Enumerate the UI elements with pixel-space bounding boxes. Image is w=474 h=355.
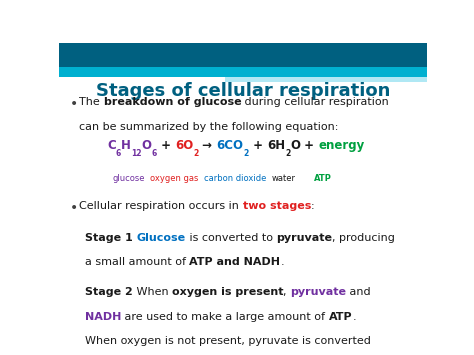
- Text: O: O: [141, 139, 151, 152]
- Text: during cellular respiration: during cellular respiration: [241, 97, 389, 107]
- Text: 6O: 6O: [175, 139, 193, 152]
- Text: NADH: NADH: [85, 312, 121, 322]
- Text: ,: ,: [283, 287, 291, 297]
- Text: :: :: [311, 201, 315, 211]
- Text: glucose: glucose: [112, 174, 145, 183]
- Text: energy: energy: [318, 139, 365, 152]
- Text: •: •: [70, 201, 79, 215]
- Text: 2: 2: [193, 149, 198, 158]
- Text: can be summarized by the following equation:: can be summarized by the following equat…: [80, 122, 339, 132]
- Text: Stage 1: Stage 1: [85, 233, 137, 242]
- Text: H: H: [121, 139, 131, 152]
- Text: and: and: [346, 287, 371, 297]
- Text: Glucose: Glucose: [137, 233, 186, 242]
- Text: carbon dioxide: carbon dioxide: [204, 174, 266, 183]
- Text: 6CO: 6CO: [216, 139, 243, 152]
- Text: a small amount of: a small amount of: [85, 257, 190, 267]
- FancyBboxPatch shape: [59, 43, 427, 67]
- FancyBboxPatch shape: [59, 67, 427, 77]
- Text: is converted to: is converted to: [186, 233, 276, 242]
- Text: +: +: [156, 139, 175, 152]
- Text: ATP: ATP: [329, 312, 353, 322]
- Text: 12: 12: [131, 149, 141, 158]
- Text: are used to make a large amount of: are used to make a large amount of: [121, 312, 329, 322]
- Text: oxygen gas: oxygen gas: [150, 174, 199, 183]
- Text: 2: 2: [285, 149, 290, 158]
- FancyBboxPatch shape: [225, 77, 427, 82]
- Text: water: water: [272, 174, 295, 183]
- Text: Cellular respiration occurs in: Cellular respiration occurs in: [80, 201, 243, 211]
- Text: 2: 2: [243, 149, 249, 158]
- Text: ATP and NADH: ATP and NADH: [190, 257, 281, 267]
- Text: 6H: 6H: [267, 139, 285, 152]
- Text: 6: 6: [116, 149, 121, 158]
- Text: .: .: [353, 312, 356, 322]
- Text: breakdown of glucose: breakdown of glucose: [104, 97, 241, 107]
- Text: +: +: [300, 139, 318, 152]
- Text: Stage 2: Stage 2: [85, 287, 133, 297]
- Text: When oxygen is not present, pyruvate is converted: When oxygen is not present, pyruvate is …: [85, 337, 371, 346]
- Text: C: C: [107, 139, 116, 152]
- Text: oxygen is present: oxygen is present: [172, 287, 283, 297]
- Text: O: O: [290, 139, 300, 152]
- Text: ATP: ATP: [314, 174, 332, 183]
- Text: The: The: [80, 97, 104, 107]
- Text: two stages: two stages: [243, 201, 311, 211]
- Text: pyruvate: pyruvate: [291, 287, 346, 297]
- Text: , producing: , producing: [332, 233, 395, 242]
- Text: .: .: [281, 257, 284, 267]
- Text: Stages of cellular respiration: Stages of cellular respiration: [96, 82, 390, 100]
- Text: pyruvate: pyruvate: [276, 233, 332, 242]
- Text: When: When: [133, 287, 172, 297]
- Text: →: →: [198, 139, 216, 152]
- Text: 6: 6: [151, 149, 156, 158]
- Text: •: •: [70, 97, 79, 111]
- Text: +: +: [249, 139, 267, 152]
